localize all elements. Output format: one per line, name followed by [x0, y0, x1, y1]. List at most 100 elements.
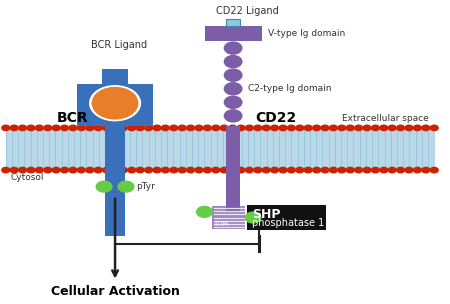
Circle shape	[111, 168, 119, 173]
Circle shape	[414, 168, 421, 173]
Circle shape	[321, 125, 329, 131]
Circle shape	[430, 125, 438, 131]
Circle shape	[212, 168, 220, 173]
Circle shape	[195, 125, 203, 131]
Circle shape	[229, 125, 237, 131]
Circle shape	[397, 168, 405, 173]
Text: ITIM: ITIM	[215, 221, 229, 227]
Circle shape	[245, 168, 253, 173]
Circle shape	[144, 168, 153, 173]
Circle shape	[36, 125, 43, 131]
Bar	[105, 126, 125, 236]
Circle shape	[69, 168, 77, 173]
Circle shape	[195, 168, 203, 173]
Text: BCR Ligand: BCR Ligand	[91, 40, 148, 50]
Circle shape	[18, 168, 27, 173]
Text: phosphatase 1: phosphatase 1	[252, 218, 324, 228]
Circle shape	[229, 168, 237, 173]
Circle shape	[225, 42, 242, 54]
Circle shape	[111, 125, 119, 131]
Text: CD22: CD22	[255, 111, 296, 125]
Circle shape	[371, 168, 379, 173]
Circle shape	[220, 125, 228, 131]
Circle shape	[304, 168, 312, 173]
Bar	[226, 126, 240, 212]
Text: Cytosol: Cytosol	[10, 173, 44, 182]
Circle shape	[338, 125, 346, 131]
Circle shape	[10, 168, 18, 173]
Bar	[6, 128, 434, 170]
Circle shape	[178, 125, 186, 131]
Circle shape	[92, 88, 138, 119]
Circle shape	[405, 125, 413, 131]
Circle shape	[225, 83, 242, 95]
Bar	[77, 84, 153, 126]
Circle shape	[187, 168, 194, 173]
Circle shape	[388, 168, 396, 173]
Circle shape	[10, 125, 18, 131]
Text: C2-type Ig domain: C2-type Ig domain	[248, 84, 332, 93]
Circle shape	[397, 125, 405, 131]
Circle shape	[346, 168, 354, 173]
Circle shape	[27, 125, 35, 131]
Circle shape	[237, 125, 245, 131]
Circle shape	[422, 168, 430, 173]
Circle shape	[380, 168, 388, 173]
Circle shape	[313, 125, 320, 131]
Circle shape	[225, 56, 242, 68]
Text: Cellular Activation: Cellular Activation	[50, 285, 180, 298]
Circle shape	[69, 125, 77, 131]
Circle shape	[77, 168, 86, 173]
Circle shape	[422, 125, 430, 131]
Circle shape	[203, 125, 212, 131]
Circle shape	[136, 125, 144, 131]
Circle shape	[94, 125, 102, 131]
Text: pTyr: pTyr	[136, 182, 155, 191]
Circle shape	[27, 168, 35, 173]
Circle shape	[414, 125, 421, 131]
Circle shape	[86, 125, 94, 131]
Circle shape	[44, 125, 52, 131]
Text: BCR: BCR	[57, 111, 89, 125]
Circle shape	[355, 168, 363, 173]
Bar	[212, 206, 245, 229]
Text: V-type Ig domain: V-type Ig domain	[268, 29, 345, 38]
Circle shape	[355, 125, 363, 131]
Circle shape	[52, 168, 60, 173]
Circle shape	[77, 125, 86, 131]
Circle shape	[288, 168, 295, 173]
Circle shape	[270, 125, 279, 131]
Circle shape	[119, 168, 127, 173]
Circle shape	[363, 125, 371, 131]
Circle shape	[18, 125, 27, 131]
Circle shape	[128, 168, 136, 173]
Circle shape	[288, 125, 295, 131]
Circle shape	[245, 125, 253, 131]
Circle shape	[296, 168, 304, 173]
Circle shape	[2, 125, 10, 131]
Circle shape	[245, 212, 261, 223]
Circle shape	[262, 125, 270, 131]
Circle shape	[36, 168, 43, 173]
Circle shape	[329, 168, 338, 173]
Circle shape	[321, 168, 329, 173]
Circle shape	[96, 181, 112, 192]
Circle shape	[371, 125, 379, 131]
Circle shape	[296, 125, 304, 131]
Circle shape	[153, 168, 161, 173]
Circle shape	[225, 69, 242, 81]
Circle shape	[178, 168, 186, 173]
Circle shape	[254, 168, 262, 173]
Circle shape	[153, 125, 161, 131]
Circle shape	[170, 168, 178, 173]
Circle shape	[197, 206, 212, 217]
Bar	[205, 26, 261, 40]
Circle shape	[220, 168, 228, 173]
Circle shape	[170, 125, 178, 131]
Text: Extracellular space: Extracellular space	[342, 114, 429, 123]
Circle shape	[162, 168, 169, 173]
Circle shape	[118, 181, 134, 192]
Circle shape	[262, 168, 270, 173]
Circle shape	[304, 125, 312, 131]
Circle shape	[270, 168, 279, 173]
